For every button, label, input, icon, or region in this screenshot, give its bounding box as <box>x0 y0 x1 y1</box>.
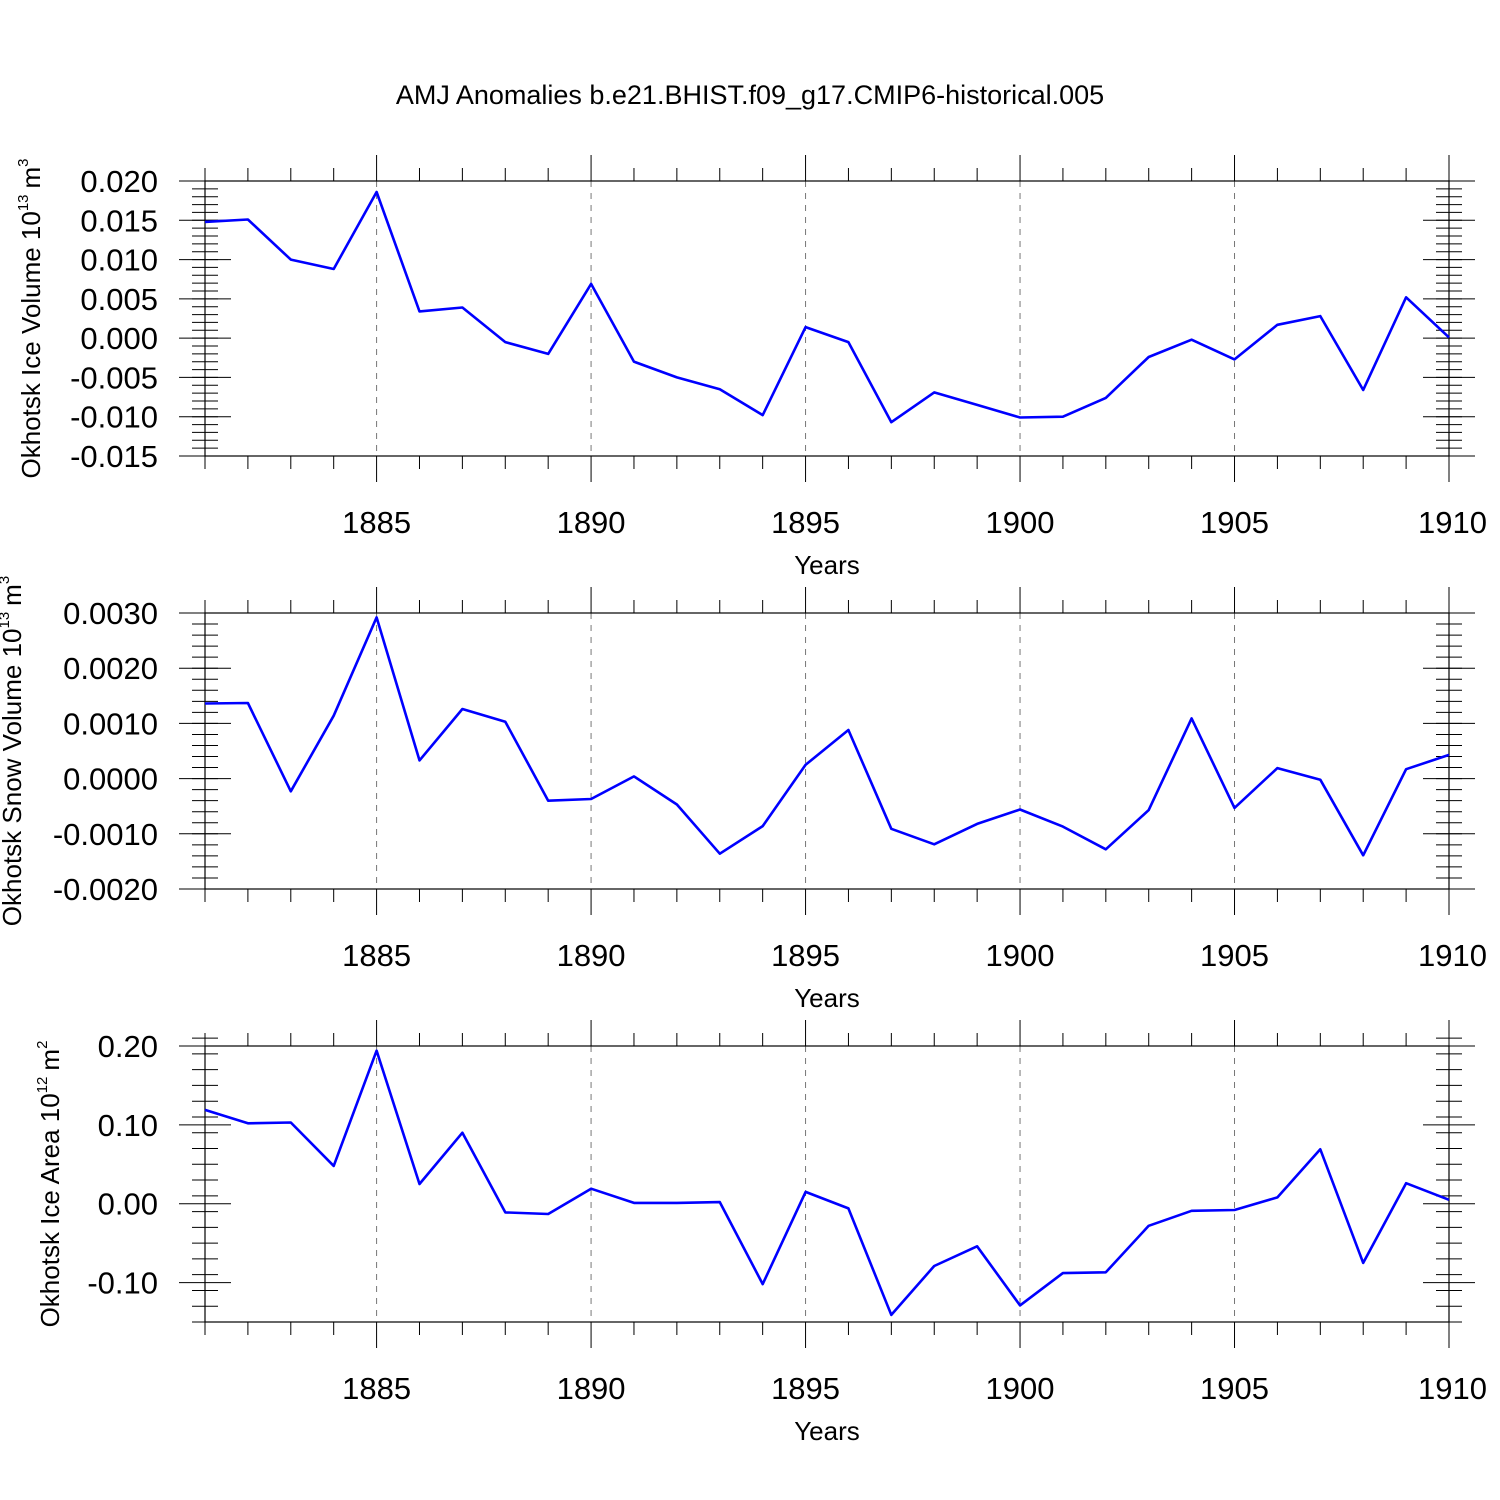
x-tick-label: 1900 <box>986 938 1055 973</box>
y-tick-label: 0.0010 <box>63 706 158 741</box>
y-tick-label: -0.10 <box>87 1266 158 1301</box>
y-tick-label: 0.020 <box>80 164 158 199</box>
x-tick-label: 1890 <box>557 938 626 973</box>
y-tick-label: 0.10 <box>98 1108 158 1143</box>
x-tick-label: 1895 <box>771 938 840 973</box>
y-axis-label: Okhotsk Ice Volume 1013 m3 <box>15 158 46 478</box>
y-axis-label-main: Okhotsk Ice Volume 10 <box>16 211 46 478</box>
panel-ice-area: 0.20 0.10 0.00 -0.10 1885 1890 1895 1900 1905 191… <box>34 1020 1487 1446</box>
chart-title: AMJ Anomalies b.e21.BHIST.f09_g17.CMIP6-… <box>396 80 1104 110</box>
x-axis-label: Years <box>794 1416 860 1446</box>
panel-snow-volume: 0.0030 0.0020 0.0010 0.0000 -0.0010 -0.0020 18… <box>0 576 1487 1013</box>
x-tick-label: 1885 <box>342 938 411 973</box>
x-tick-label: 1895 <box>771 1371 840 1406</box>
x-tick-label: 1900 <box>986 505 1055 540</box>
x-tick-label: 1900 <box>986 1371 1055 1406</box>
y-axis-label-unit: m <box>35 1049 65 1071</box>
y-axis-label-main: Okhotsk Snow Volume 10 <box>0 628 27 926</box>
y-axis-label-exponent: 12 <box>34 1077 51 1094</box>
y-tick-label: 0.000 <box>80 321 158 356</box>
y-axis-label: Okhotsk Snow Volume 1013 m3 <box>0 576 27 926</box>
series-line-ice-area <box>204 1049 1450 1317</box>
y-tick-label: -0.015 <box>70 439 158 474</box>
y-tick-label: -0.0020 <box>53 872 158 907</box>
y-axis-label-exponent: 13 <box>15 194 32 211</box>
y-tick-label: 0.0000 <box>63 762 158 797</box>
panels-container: 0.020 0.015 0.010 0.005 0.000 -0.005 -0.010 -0.… <box>0 155 1487 1446</box>
x-axis-label: Years <box>794 550 860 580</box>
y-axis-label-unit: m <box>16 167 46 189</box>
y-tick-label: -0.010 <box>70 400 158 435</box>
x-tick-label: 1885 <box>342 1371 411 1406</box>
y-axis-label-unit-exponent: 3 <box>0 576 13 584</box>
y-tick-label: 0.20 <box>98 1029 158 1064</box>
y-tick-label: 0.010 <box>80 243 158 278</box>
y-axis-label-unit-exponent: 2 <box>34 1041 51 1049</box>
x-tick-label: 1910 <box>1418 1371 1487 1406</box>
y-axis-label-main: Okhotsk Ice Area 10 <box>35 1093 65 1327</box>
x-tick-label: 1890 <box>557 505 626 540</box>
x-tick-label: 1905 <box>1200 505 1269 540</box>
y-tick-label: 0.005 <box>80 282 158 317</box>
x-tick-label: 1885 <box>342 505 411 540</box>
series-line-ice-volume <box>204 190 1450 424</box>
x-tick-label: 1905 <box>1200 1371 1269 1406</box>
y-tick-label: 0.00 <box>98 1187 158 1222</box>
plot-frame <box>204 180 1450 457</box>
y-tick-label: 0.0030 <box>63 596 158 631</box>
y-tick-label: -0.005 <box>70 360 158 395</box>
x-tick-label: 1910 <box>1418 938 1487 973</box>
y-axis-label-unit: m <box>0 584 27 606</box>
x-axis-label: Years <box>794 983 860 1013</box>
x-tick-label: 1910 <box>1418 505 1487 540</box>
x-tick-label: 1905 <box>1200 938 1269 973</box>
y-axis-label: Okhotsk Ice Area 1012 m2 <box>34 1041 65 1328</box>
x-tick-label: 1895 <box>771 505 840 540</box>
x-tick-label: 1890 <box>557 1371 626 1406</box>
panel-ice-volume: 0.020 0.015 0.010 0.005 0.000 -0.005 -0.010 -0.… <box>15 155 1487 580</box>
y-tick-label: 0.015 <box>80 203 158 238</box>
y-axis-label-unit-exponent: 3 <box>15 158 32 166</box>
plot-frame <box>204 612 1450 890</box>
y-axis-label-exponent: 13 <box>0 612 13 629</box>
series-line-snow-volume <box>204 616 1450 857</box>
y-tick-label: 0.0020 <box>63 651 158 686</box>
plot-frame <box>204 1045 1450 1323</box>
y-tick-label: -0.0010 <box>53 817 158 852</box>
